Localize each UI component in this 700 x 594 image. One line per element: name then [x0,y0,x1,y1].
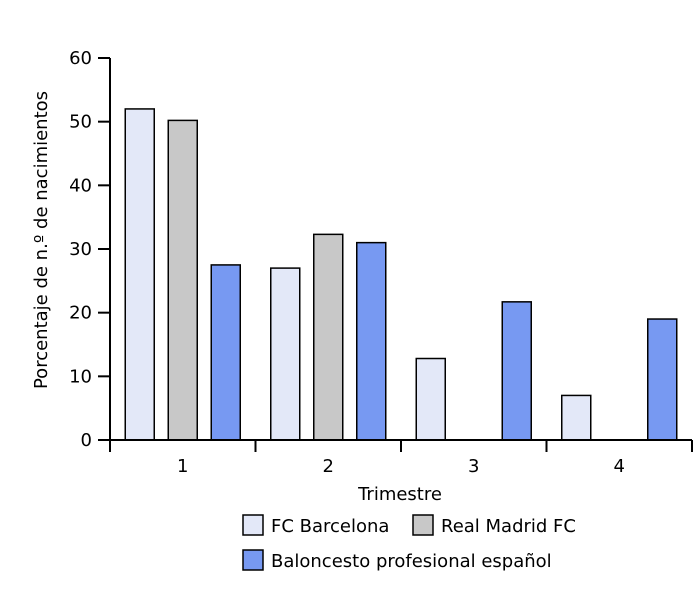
bar [124,108,155,441]
y-tick-label: 0 [81,430,92,451]
bar [501,301,532,441]
y-tick-label: 60 [69,48,92,69]
legend-label: Real Madrid FC [441,516,576,537]
legend: FC Barcelona Real Madrid FC Baloncesto pro… [242,514,576,572]
bar [647,318,678,441]
bar [270,267,301,441]
x-ticks-group: 1 2 3 4 [109,440,693,477]
legend-swatch [242,549,264,571]
bar [210,264,241,441]
x-tick-label: 2 [323,456,334,477]
bar [356,241,387,441]
y-ticks-group: 0 10 20 30 40 50 60 [69,48,110,451]
legend-label: Baloncesto profesional español [271,551,552,572]
x-tick-label: 4 [614,456,625,477]
x-tick-label: 3 [468,456,479,477]
legend-label: FC Barcelona [271,516,389,537]
y-tick-label: 30 [69,239,92,260]
y-tick-label: 50 [69,112,92,133]
bar [415,357,446,441]
y-axis-title: Porcentaje de n.º de nacimientos [31,91,52,389]
bars-group [124,108,678,441]
y-tick-label: 10 [69,366,92,387]
legend-swatch [242,514,264,536]
bar [167,119,198,441]
y-tick-label: 20 [69,303,92,324]
x-axis-title: Trimestre [357,484,442,505]
bar [313,233,344,441]
x-tick-label: 1 [177,456,188,477]
y-tick-label: 40 [69,175,92,196]
bar [561,394,592,441]
legend-swatch [412,514,434,536]
